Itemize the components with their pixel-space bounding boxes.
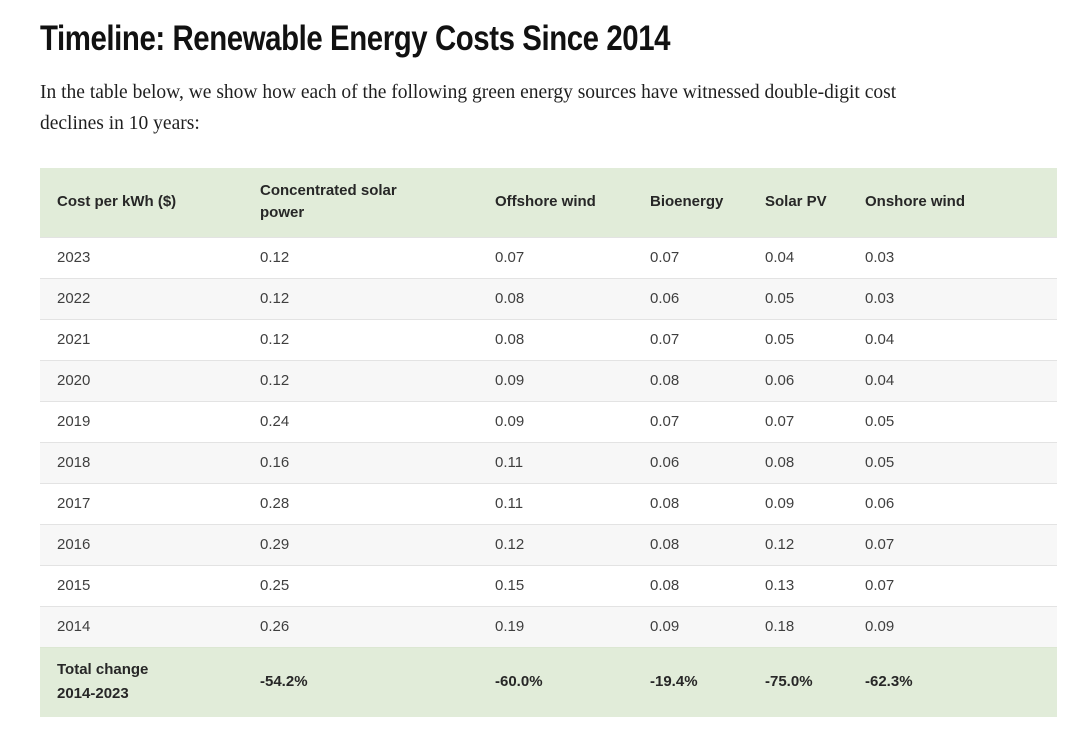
table-header-row: Cost per kWh ($) Concentrated solar powe… (40, 168, 1057, 237)
value-cell: 0.12 (243, 236, 478, 278)
value-cell: 0.04 (748, 236, 848, 278)
value-cell: 0.07 (633, 236, 748, 278)
value-cell: 0.09 (748, 482, 848, 524)
year-cell: 2018 (40, 441, 243, 483)
value-cell: 0.24 (243, 400, 478, 442)
value-cell: 0.08 (633, 523, 748, 565)
value-cell: 0.18 (748, 605, 848, 647)
year-cell: 2022 (40, 277, 243, 319)
value-cell: 0.19 (478, 605, 633, 647)
value-cell: 0.08 (478, 318, 633, 360)
column-header-solar-pv: Solar PV (748, 168, 848, 237)
table-row-2019: 2019 0.24 0.09 0.07 0.07 0.05 (40, 400, 1057, 442)
value-cell: 0.06 (633, 277, 748, 319)
year-cell: 2020 (40, 359, 243, 401)
value-cell: 0.07 (748, 400, 848, 442)
table-row-2016: 2016 0.29 0.12 0.08 0.12 0.07 (40, 523, 1057, 565)
value-cell: 0.03 (848, 277, 1057, 319)
value-cell: 0.12 (748, 523, 848, 565)
column-header-offshore-wind: Offshore wind (478, 168, 633, 237)
table-row-2017: 2017 0.28 0.11 0.08 0.09 0.06 (40, 482, 1057, 524)
value-cell: 0.25 (243, 564, 478, 606)
value-cell: 0.12 (243, 359, 478, 401)
year-cell: 2023 (40, 236, 243, 278)
value-cell: 0.07 (848, 564, 1057, 606)
year-cell: 2019 (40, 400, 243, 442)
column-header-concentrated-solar-power: Concentrated solar power (243, 168, 478, 237)
value-cell: 0.12 (243, 277, 478, 319)
value-cell: 0.11 (478, 482, 633, 524)
value-cell: 0.13 (748, 564, 848, 606)
table-row-2023: 2023 0.12 0.07 0.07 0.04 0.03 (40, 236, 1057, 278)
value-cell: 0.06 (633, 441, 748, 483)
total-change-row: Total change 2014-2023 -54.2% -60.0% -19… (40, 646, 1057, 717)
value-cell: 0.06 (748, 359, 848, 401)
value-cell: 0.15 (478, 564, 633, 606)
value-cell: 0.08 (478, 277, 633, 319)
column-header-bioenergy: Bioenergy (633, 168, 748, 237)
value-cell: 0.05 (848, 441, 1057, 483)
year-cell: 2021 (40, 318, 243, 360)
value-cell: 0.08 (748, 441, 848, 483)
value-cell: 0.08 (633, 482, 748, 524)
value-cell: 0.07 (633, 400, 748, 442)
value-cell: 0.09 (848, 605, 1057, 647)
value-cell: 0.05 (748, 277, 848, 319)
table-row-2015: 2015 0.25 0.15 0.08 0.13 0.07 (40, 564, 1057, 606)
value-cell: 0.03 (848, 236, 1057, 278)
renewable-cost-table: Cost per kWh ($) Concentrated solar powe… (40, 168, 1057, 717)
total-value-cell: -19.4% (633, 646, 748, 717)
total-label-cell: Total change 2014-2023 (40, 646, 243, 717)
year-cell: 2016 (40, 523, 243, 565)
table-row-2022: 2022 0.12 0.08 0.06 0.05 0.03 (40, 277, 1057, 319)
total-value-cell: -62.3% (848, 646, 1057, 717)
value-cell: 0.26 (243, 605, 478, 647)
value-cell: 0.09 (478, 400, 633, 442)
value-cell: 0.04 (848, 359, 1057, 401)
intro-text: In the table below, we show how each of … (40, 82, 897, 134)
value-cell: 0.07 (633, 318, 748, 360)
value-cell: 0.05 (748, 318, 848, 360)
value-cell: 0.07 (848, 523, 1057, 565)
table-row-2018: 2018 0.16 0.11 0.06 0.08 0.05 (40, 441, 1057, 483)
value-cell: 0.28 (243, 482, 478, 524)
article-page: Timeline: Renewable Energy Costs Since 2… (40, 19, 1057, 717)
value-cell: 0.04 (848, 318, 1057, 360)
table-row-2020: 2020 0.12 0.09 0.08 0.06 0.04 (40, 359, 1057, 401)
total-value-cell: -75.0% (748, 646, 848, 717)
year-cell: 2014 (40, 605, 243, 647)
total-value-cell: -54.2% (243, 646, 478, 717)
column-header-onshore-wind: Onshore wind (848, 168, 1057, 237)
value-cell: 0.09 (633, 605, 748, 647)
page-title: Timeline: Renewable Energy Costs Since 2… (40, 19, 671, 58)
value-cell: 0.09 (478, 359, 633, 401)
table-row-2014: 2014 0.26 0.19 0.09 0.18 0.09 (40, 605, 1057, 647)
column-header-cost-per-kwh: Cost per kWh ($) (40, 168, 243, 237)
value-cell: 0.08 (633, 564, 748, 606)
value-cell: 0.16 (243, 441, 478, 483)
year-cell: 2017 (40, 482, 243, 524)
value-cell: 0.06 (848, 482, 1057, 524)
value-cell: 0.07 (478, 236, 633, 278)
value-cell: 0.05 (848, 400, 1057, 442)
year-cell: 2015 (40, 564, 243, 606)
value-cell: 0.12 (478, 523, 633, 565)
table-row-2021: 2021 0.12 0.08 0.07 0.05 0.04 (40, 318, 1057, 360)
value-cell: 0.12 (243, 318, 478, 360)
value-cell: 0.29 (243, 523, 478, 565)
total-value-cell: -60.0% (478, 646, 633, 717)
value-cell: 0.08 (633, 359, 748, 401)
value-cell: 0.11 (478, 441, 633, 483)
